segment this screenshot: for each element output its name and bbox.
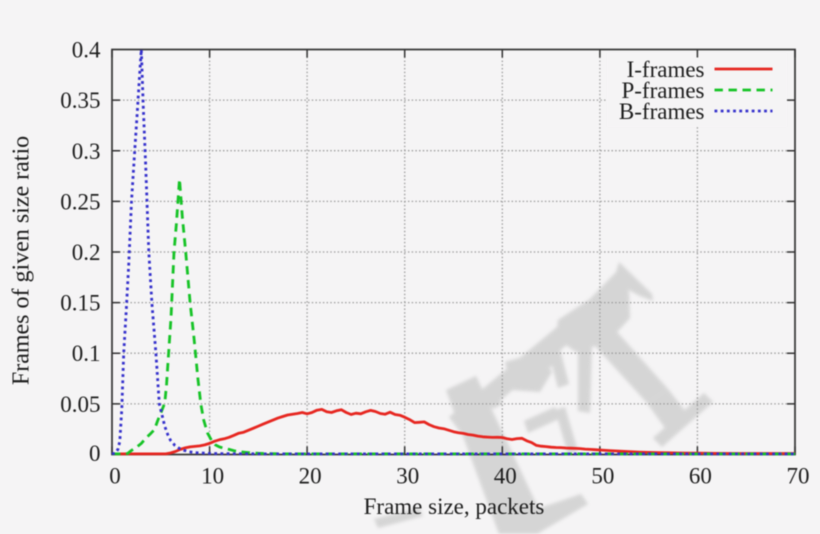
svg-text:20: 20: [299, 464, 322, 489]
svg-text:0.25: 0.25: [60, 189, 100, 214]
svg-text:I-frames: I-frames: [627, 57, 705, 82]
svg-text:0.15: 0.15: [60, 291, 100, 316]
svg-text:0.4: 0.4: [72, 38, 101, 63]
svg-text:10: 10: [201, 464, 224, 489]
svg-text:0.05: 0.05: [60, 392, 100, 417]
svg-text:70: 70: [787, 464, 810, 489]
svg-text:0: 0: [109, 464, 121, 489]
svg-text:0.35: 0.35: [60, 88, 100, 113]
svg-text:P-frames: P-frames: [621, 78, 704, 103]
svg-text:0.1: 0.1: [72, 341, 101, 366]
svg-text:0.3: 0.3: [72, 139, 101, 164]
svg-text:60: 60: [689, 464, 712, 489]
svg-text:Frame size, packets: Frame size, packets: [364, 494, 545, 519]
svg-text:50: 50: [591, 464, 614, 489]
svg-text:0.2: 0.2: [72, 240, 101, 265]
svg-text:0: 0: [89, 441, 101, 466]
svg-text:40: 40: [494, 464, 517, 489]
svg-text:30: 30: [396, 464, 419, 489]
svg-text:B-frames: B-frames: [619, 99, 705, 124]
svg-text:Frames of given size ratio: Frames of given size ratio: [9, 136, 35, 385]
